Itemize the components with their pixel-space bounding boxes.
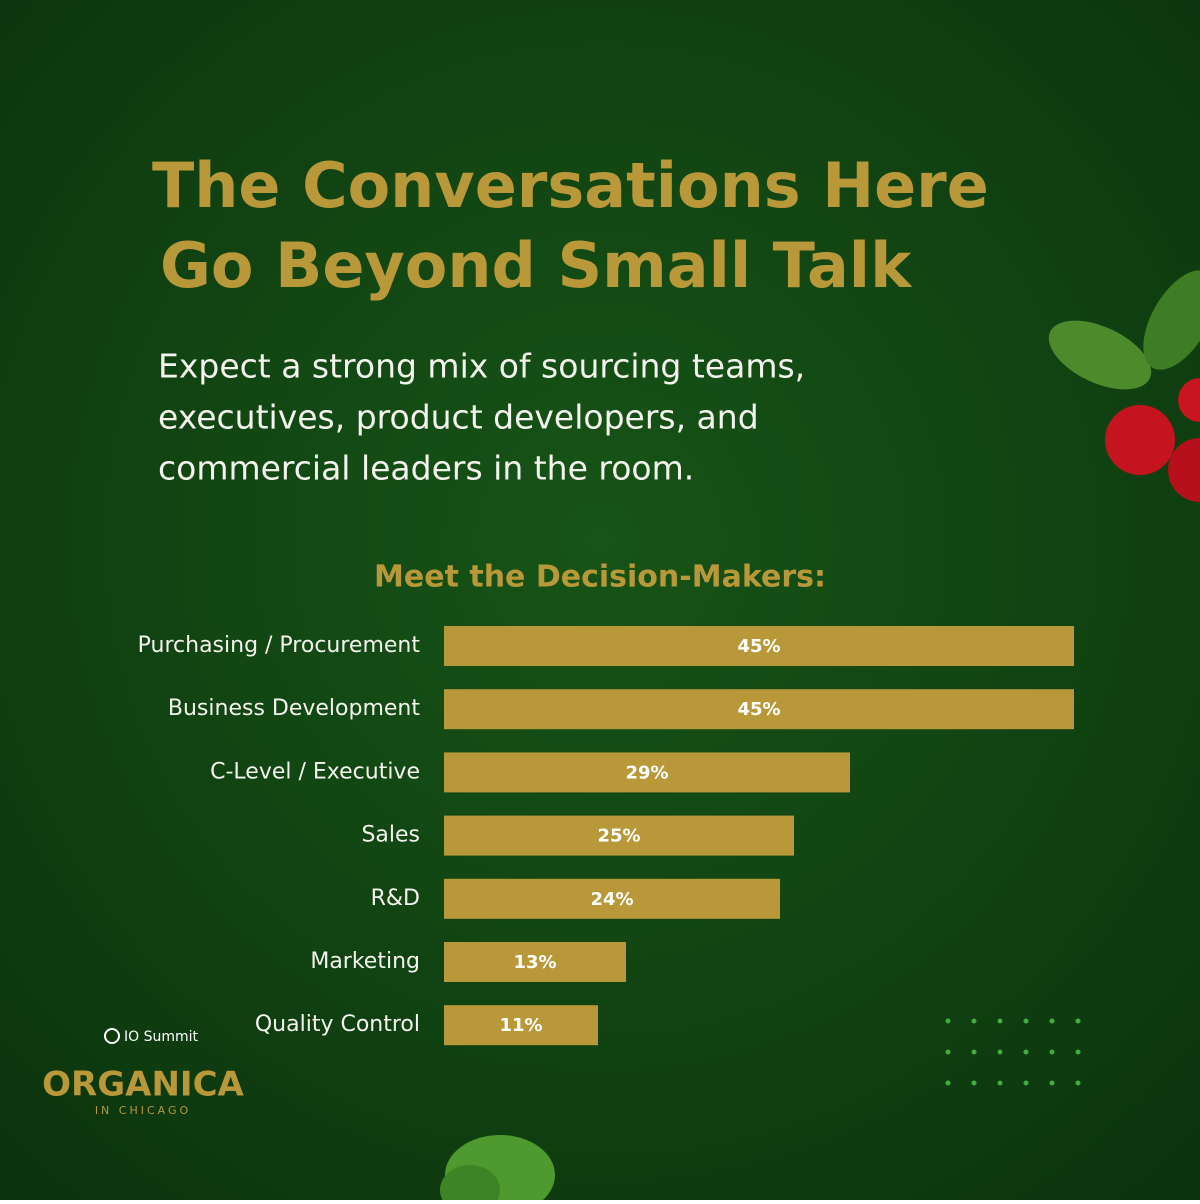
dot: [945, 1080, 951, 1086]
description: Expect a strong mix of sourcing teams,: [158, 347, 805, 386]
logo-brand: IO Summit: [124, 1029, 199, 1045]
dot: [1075, 1080, 1081, 1086]
description: commercial leaders in the room.: [158, 449, 694, 488]
value-label: 45%: [737, 699, 780, 720]
dot: [997, 1049, 1003, 1055]
dot: [971, 1018, 977, 1024]
dot: [997, 1018, 1003, 1024]
value-label: 25%: [597, 826, 640, 847]
dot: [971, 1049, 977, 1055]
dot: [1023, 1080, 1029, 1086]
chart-title: Meet the Decision-Makers:: [374, 560, 826, 595]
value-label: 24%: [590, 889, 633, 910]
headline: The Conversations Here: [152, 149, 989, 222]
category-label: Quality Control: [255, 1012, 420, 1037]
dot-grid: [945, 1018, 1081, 1086]
logo-icon: [104, 1028, 120, 1044]
mint-decoration: [440, 1135, 555, 1204]
bar: [444, 626, 1074, 666]
logo: IO Summit ORGANICA IN CHICAGO: [42, 1028, 245, 1117]
logo-name: ORGANICA: [42, 1065, 244, 1105]
category-label: Purchasing / Procurement: [138, 633, 421, 658]
description: executives, product developers, and: [158, 398, 759, 437]
dot: [1023, 1049, 1029, 1055]
dot: [1023, 1018, 1029, 1024]
value-label: 11%: [499, 1015, 542, 1036]
category-label: Sales: [361, 823, 420, 848]
category-label: R&D: [371, 886, 420, 911]
logo-place: IN CHICAGO: [95, 1104, 191, 1117]
dot: [1075, 1018, 1081, 1024]
bar: [444, 878, 780, 919]
bar: [444, 942, 626, 982]
value-label: 29%: [625, 762, 668, 783]
category-label: Marketing: [310, 949, 420, 974]
dot: [1049, 1018, 1055, 1024]
category-label: Business Development: [168, 696, 420, 721]
dot: [997, 1080, 1003, 1086]
dot: [1075, 1049, 1081, 1055]
dot: [1049, 1080, 1055, 1086]
bar: [444, 815, 794, 856]
dot: [971, 1080, 977, 1086]
berries-decoration: [1048, 270, 1200, 502]
category-label: C-Level / Executive: [210, 759, 420, 784]
bar: [444, 752, 850, 793]
dot: [945, 1018, 951, 1024]
value-label: 13%: [513, 952, 556, 973]
bar: [444, 1005, 598, 1046]
dot: [1049, 1049, 1055, 1055]
bar: [444, 689, 1074, 730]
value-label: 45%: [737, 636, 780, 657]
dot: [945, 1049, 951, 1055]
headline: Go Beyond Small Talk: [160, 229, 913, 302]
